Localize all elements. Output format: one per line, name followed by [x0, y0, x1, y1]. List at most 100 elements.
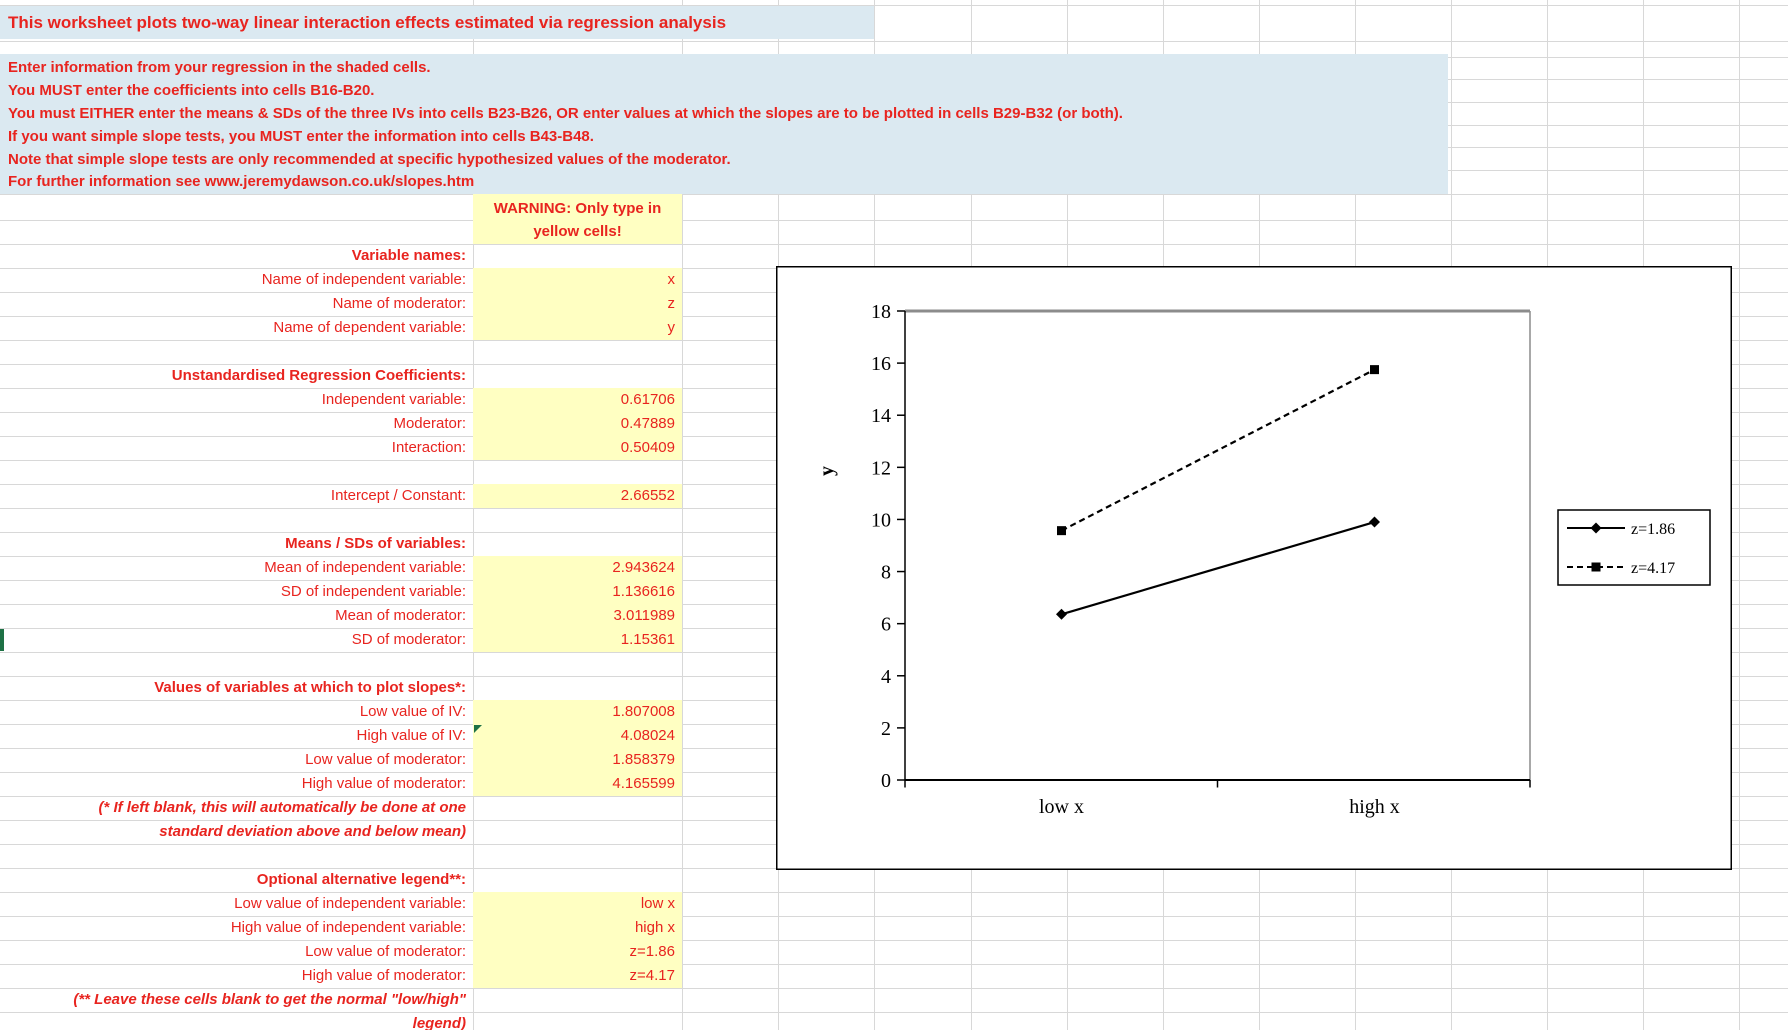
gridline	[473, 0, 474, 1030]
legend-marker-z-1-86	[1590, 522, 1602, 534]
input-cell-high-value-of-moderator[interactable]	[473, 964, 682, 988]
cell-value-independent-variable[interactable]: 0.61706	[620, 391, 675, 408]
row-selection-marker	[0, 629, 4, 651]
row-label-interaction: Interaction:	[391, 439, 466, 456]
cell-value-name-of-independent-variable[interactable]: x	[667, 271, 676, 288]
row-label-values-of-variables-at-which-to-plot-slopes: Values of variables at which to plot slo…	[154, 679, 466, 696]
input-cell-name-of-dependent-variable[interactable]	[473, 316, 682, 340]
row-label-if-left-blank-this-will-automatically-be-done-at-one: (* If left blank, this will automaticall…	[98, 799, 466, 816]
input-cell-name-of-independent-variable[interactable]	[473, 268, 682, 292]
instruction-line-3: You must EITHER enter the means & SDs of…	[8, 104, 1123, 122]
gridline	[0, 1012, 1788, 1013]
worksheet-title: This worksheet plots two-way linear inte…	[8, 13, 727, 32]
interaction-chart[interactable]: 0 2 4 6 8 10 12 14 16 18 low x high x y z=1.86 z=4.17	[776, 266, 1732, 870]
input-cell-high-value-of-moderator[interactable]	[473, 772, 682, 796]
gridline	[682, 0, 683, 1030]
gridline	[0, 41, 1788, 42]
input-cell-high-value-of-iv[interactable]	[473, 724, 682, 748]
input-cell-high-value-of-independent-variable[interactable]	[473, 916, 682, 940]
input-cell-mean-of-moderator[interactable]	[473, 604, 682, 628]
cell-value-high-value-of-moderator[interactable]: 4.165599	[612, 775, 675, 792]
gridline	[0, 220, 1788, 221]
row-label-standard-deviation-above-and-below-mean: standard deviation above and below mean)	[159, 823, 466, 840]
y-tick-label: 16	[871, 353, 891, 375]
input-cell-sd-of-moderator[interactable]	[473, 628, 682, 652]
row-label-mean-of-moderator: Mean of moderator:	[335, 607, 466, 624]
row-label-name-of-independent-variable: Name of independent variable:	[261, 271, 466, 288]
legend-box	[1557, 509, 1711, 586]
cell-value-intercept-constant[interactable]: 2.66552	[620, 487, 675, 504]
row-label-sd-of-moderator: SD of moderator:	[351, 631, 466, 648]
gridline	[0, 5, 1788, 6]
series-line-z-4-17	[1060, 368, 1376, 532]
y-tick-label: 10	[871, 509, 891, 531]
y-tick-label: 2	[881, 718, 891, 740]
y-tick-label: 6	[881, 614, 891, 636]
input-cell-interaction[interactable]	[473, 436, 682, 460]
row-label-means-sds-of-variables: Means / SDs of variables:	[285, 535, 466, 552]
marker-diamond-z-1-86	[1369, 516, 1380, 528]
row-label-unstandardised-regression-coefficients: Unstandardised Regression Coefficients:	[171, 367, 466, 384]
marker-square-z-4-17	[1057, 526, 1066, 536]
gridline	[0, 940, 1788, 941]
input-cell-low-value-of-iv[interactable]	[473, 700, 682, 724]
row-label-independent-variable: Independent variable:	[321, 391, 466, 408]
gridline	[0, 194, 1788, 195]
warning-line-2: yellow cells!	[533, 223, 622, 240]
cell-value-sd-of-moderator[interactable]: 1.15361	[620, 631, 675, 648]
input-cell-intercept-constant[interactable]	[473, 484, 682, 508]
cell-value-sd-of-independent-variable[interactable]: 1.136616	[612, 583, 675, 600]
row-label-low-value-of-iv: Low value of IV:	[359, 703, 466, 720]
cell-value-name-of-moderator[interactable]: z	[667, 295, 676, 312]
instruction-line-4: If you want simple slope tests, you MUST…	[8, 127, 594, 145]
row-label-high-value-of-moderator: High value of moderator:	[301, 775, 466, 792]
worksheet-title-cell: This worksheet plots two-way linear inte…	[0, 6, 874, 39]
instruction-line-5: Note that simple slope tests are only re…	[8, 150, 731, 168]
y-axis-title: y	[816, 466, 838, 476]
gridline	[0, 916, 1788, 917]
row-label-variable-names: Variable names:	[351, 247, 466, 264]
cell-value-low-value-of-iv[interactable]: 1.807008	[612, 703, 675, 720]
instructions-block: Enter information from your regression i…	[0, 54, 1448, 194]
row-label-low-value-of-independent-variable: Low value of independent variable:	[234, 895, 466, 912]
cell-value-moderator[interactable]: 0.47889	[620, 415, 675, 432]
row-label-name-of-moderator: Name of moderator:	[332, 295, 466, 312]
cell-value-low-value-of-independent-variable[interactable]: low x	[640, 895, 675, 912]
gridline	[0, 988, 1788, 989]
row-label-intercept-constant: Intercept / Constant:	[330, 487, 466, 504]
row-label-high-value-of-iv: High value of IV:	[356, 727, 466, 744]
cell-value-name-of-dependent-variable[interactable]: y	[667, 319, 676, 336]
cell-value-high-value-of-iv[interactable]: 4.08024	[620, 727, 675, 744]
input-cell-mean-of-independent-variable[interactable]	[473, 556, 682, 580]
instruction-line-6: For further information see www.jeremyda…	[8, 173, 475, 191]
y-tick-label: 14	[871, 405, 891, 427]
cell-value-mean-of-independent-variable[interactable]: 2.943624	[612, 559, 675, 576]
row-label-moderator: Moderator:	[393, 415, 466, 432]
warning-line-1: WARNING: Only type in	[493, 200, 662, 217]
input-cell-low-value-of-independent-variable[interactable]	[473, 892, 682, 916]
input-cell-name-of-moderator[interactable]	[473, 292, 682, 316]
cell-value-mean-of-moderator[interactable]: 3.011989	[613, 607, 675, 624]
row-label-leave-these-cells-blank-to-get-the-normal-low-high: (** Leave these cells blank to get the n…	[73, 991, 466, 1008]
cell-value-high-value-of-moderator[interactable]: z=4.17	[629, 967, 675, 984]
row-label-legend: legend)	[412, 1015, 466, 1030]
row-label-sd-of-independent-variable: SD of independent variable:	[280, 583, 466, 600]
row-label-optional-alternative-legend: Optional alternative legend**:	[256, 871, 466, 888]
cell-value-low-value-of-moderator[interactable]: z=1.86	[629, 943, 675, 960]
input-cell-sd-of-independent-variable[interactable]	[473, 580, 682, 604]
y-tick-label: 4	[881, 666, 891, 688]
marker-diamond-z-1-86	[1056, 608, 1067, 620]
cell-value-interaction[interactable]: 0.50409	[620, 439, 675, 456]
gridline	[0, 892, 1788, 893]
row-label-low-value-of-moderator: Low value of moderator:	[305, 943, 466, 960]
row-label-high-value-of-independent-variable: High value of independent variable:	[230, 919, 466, 936]
y-tick-label: 12	[871, 457, 891, 479]
legend-label-z-1-86: z=1.86	[1631, 521, 1675, 538]
cell-value-low-value-of-moderator[interactable]: 1.858379	[612, 751, 675, 768]
instruction-line-2: You MUST enter the coefficients into cel…	[8, 81, 375, 99]
input-cell-moderator[interactable]	[473, 412, 682, 436]
input-cell-low-value-of-moderator[interactable]	[473, 748, 682, 772]
input-cell-independent-variable[interactable]	[473, 388, 682, 412]
input-cell-low-value-of-moderator[interactable]	[473, 940, 682, 964]
cell-value-high-value-of-independent-variable[interactable]: high x	[634, 919, 675, 936]
